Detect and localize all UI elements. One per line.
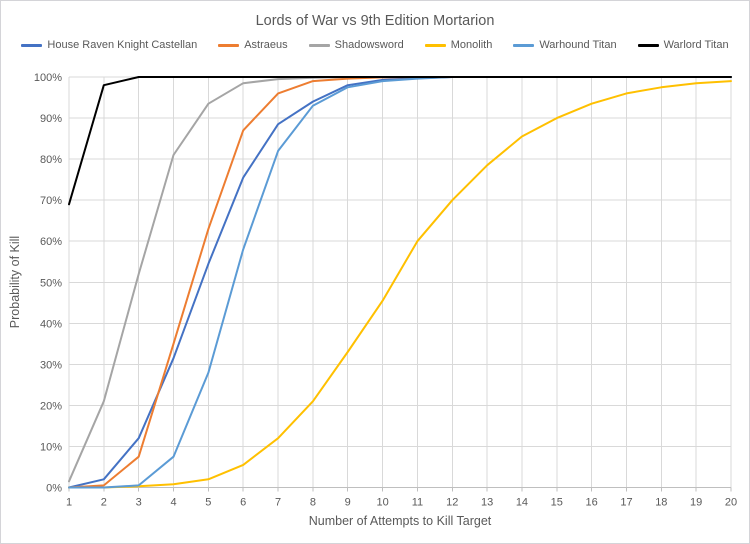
legend-label: Warlord Titan bbox=[663, 39, 729, 51]
legend-swatch-line-icon bbox=[513, 43, 535, 47]
chart-title: Lords of War vs 9th Edition Mortarion bbox=[255, 13, 495, 29]
x-tick-label: 19 bbox=[690, 497, 702, 509]
legend-label: Warhound Titan bbox=[539, 39, 617, 51]
y-tick-label: 70% bbox=[40, 195, 62, 207]
series-line-warlord-titan bbox=[68, 76, 732, 206]
y-tick-label: 60% bbox=[40, 236, 62, 248]
legend-item: Warlord Titan bbox=[637, 39, 729, 51]
legend-swatch-line-icon bbox=[637, 43, 659, 47]
y-axis-title: Probability of Kill bbox=[8, 235, 22, 329]
legend-swatch-line-icon bbox=[218, 43, 240, 47]
x-tick-label: 8 bbox=[310, 497, 316, 509]
legend-item: Monolith bbox=[424, 39, 493, 51]
legend-item: Shadowsword bbox=[308, 39, 404, 51]
legend: House Raven Knight Castellan Astraeus Shad… bbox=[1, 39, 749, 51]
x-tick-label: 14 bbox=[516, 497, 528, 509]
x-tick-label: 17 bbox=[620, 497, 632, 509]
y-tick-label: 50% bbox=[40, 277, 62, 289]
x-tick-label: 13 bbox=[481, 497, 493, 509]
x-tick-label: 12 bbox=[446, 497, 458, 509]
x-tick-label: 7 bbox=[275, 497, 281, 509]
x-tick-label: 3 bbox=[136, 497, 142, 509]
x-tick-label: 18 bbox=[655, 497, 667, 509]
y-tick-label: 100% bbox=[34, 72, 62, 84]
x-axis-title: Number of Attempts to Kill Target bbox=[308, 514, 492, 528]
series-line-monolith bbox=[68, 80, 732, 489]
legend-label: House Raven Knight Castellan bbox=[47, 39, 198, 51]
legend-swatch-line-icon bbox=[21, 43, 43, 47]
y-tick-label: 80% bbox=[40, 154, 62, 166]
y-tick-label: 0% bbox=[46, 483, 62, 495]
legend-item: Warhound Titan bbox=[513, 39, 617, 51]
y-tick-label: 30% bbox=[40, 359, 62, 371]
legend-label: Astraeus bbox=[244, 39, 288, 51]
legend-item: House Raven Knight Castellan bbox=[21, 39, 197, 51]
x-tick-label: 6 bbox=[240, 497, 246, 509]
x-tick-label: 4 bbox=[170, 497, 176, 509]
y-tick-label: 10% bbox=[40, 441, 62, 453]
series-line-shadowsword bbox=[68, 76, 732, 483]
x-tick-label: 10 bbox=[376, 497, 388, 509]
x-tick-label: 1 bbox=[66, 497, 72, 509]
x-tick-label: 15 bbox=[551, 497, 563, 509]
x-tick-label: 16 bbox=[586, 497, 598, 509]
legend-swatch-line-icon bbox=[308, 43, 330, 47]
legend-swatch-line-icon bbox=[424, 43, 446, 47]
legend-label: Shadowsword bbox=[334, 39, 404, 51]
x-tick-label: 5 bbox=[205, 497, 211, 509]
legend-label: Monolith bbox=[450, 39, 493, 51]
x-tick-label: 20 bbox=[725, 497, 737, 509]
y-tick-label: 20% bbox=[40, 400, 62, 412]
x-tick-label: 11 bbox=[412, 497, 423, 509]
x-tick-label: 9 bbox=[345, 497, 351, 509]
y-tick-label: 90% bbox=[40, 113, 62, 125]
legend-item: Astraeus bbox=[218, 39, 288, 51]
y-tick-label: 40% bbox=[40, 318, 62, 330]
x-tick-label: 2 bbox=[101, 497, 107, 509]
